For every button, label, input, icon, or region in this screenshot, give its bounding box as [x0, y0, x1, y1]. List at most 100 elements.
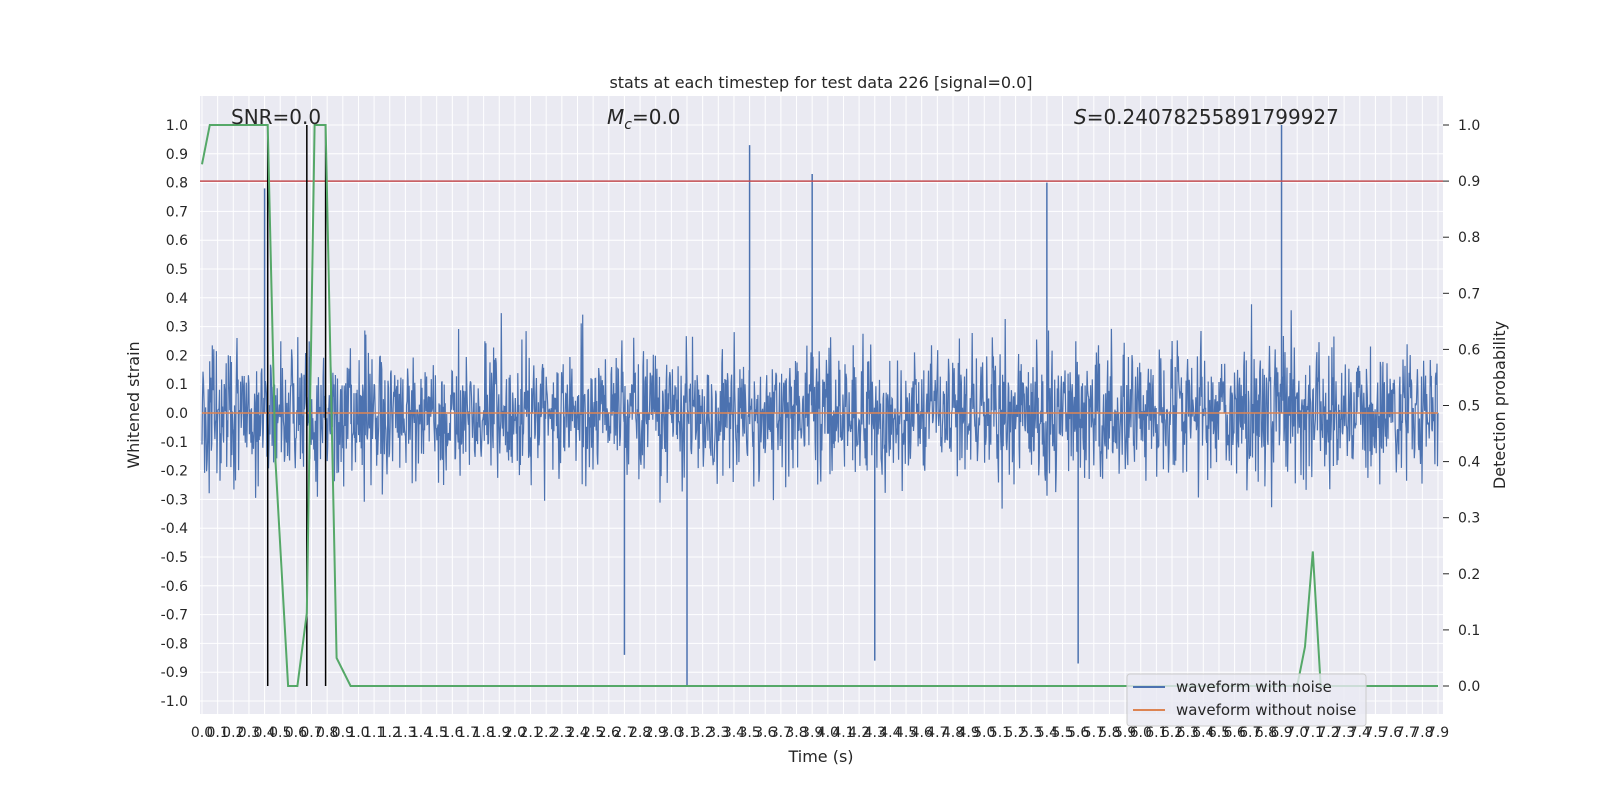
x-tick-label: 1.4 — [410, 725, 432, 741]
mc-value: =0.0 — [632, 105, 681, 129]
x-tick-label: 3.2 — [692, 725, 714, 741]
x-tick-label: 3.7 — [770, 725, 792, 741]
x-tick-label: 5.4 — [1036, 725, 1058, 741]
x-tick-label: 6.1 — [1145, 725, 1167, 741]
x-tick-label: 6.8 — [1255, 725, 1277, 741]
y-tick-label-left: -0.7 — [161, 608, 188, 624]
x-tick-label: 1.5 — [426, 725, 448, 741]
x-tick-label: 4.3 — [864, 725, 886, 741]
mc-symbol: M — [607, 105, 624, 129]
legend-box — [1126, 673, 1367, 727]
x-tick-label: 1.0 — [347, 725, 369, 741]
x-tick-label: 1.7 — [457, 725, 479, 741]
x-tick-label: 7.8 — [1411, 725, 1433, 741]
x-tick-label: 4.1 — [832, 725, 854, 741]
y-tick-label-left: 0.6 — [166, 233, 188, 249]
x-tick-label: 4.6 — [911, 725, 933, 741]
x-tick-label: 1.6 — [441, 725, 463, 741]
y-tick-label-right: 0.6 — [1458, 342, 1480, 358]
y-tick-label-left: 0.1 — [166, 377, 188, 393]
x-tick-label: 0.4 — [253, 725, 275, 741]
x-tick-label: 5.7 — [1083, 725, 1105, 741]
x-tick-label: 7.5 — [1364, 725, 1386, 741]
y-tick-label-right: 0.5 — [1458, 399, 1480, 415]
snr-annotation: SNR=0.0 — [231, 105, 321, 129]
x-tick-label: 0.9 — [332, 725, 354, 741]
y-tick-label-left: 0.8 — [166, 176, 188, 192]
y-tick-label-left: -0.3 — [161, 492, 188, 508]
y-tick-label-left: 0.4 — [166, 291, 188, 307]
x-tick-label: 6.2 — [1161, 725, 1183, 741]
y-tick-label-right: 0.3 — [1458, 511, 1480, 527]
x-tick-label: 3.6 — [754, 725, 776, 741]
y-tick-label-left: -0.5 — [161, 550, 188, 566]
y-tick-label-right: 0.4 — [1458, 455, 1480, 471]
x-tick-label: 0.5 — [269, 725, 291, 741]
x-tick-label: 1.1 — [363, 725, 385, 741]
x-tick-label: 4.0 — [817, 725, 839, 741]
x-tick-label: 1.9 — [488, 725, 510, 741]
legend: waveform with noise waveform without noi… — [1126, 673, 1367, 727]
x-tick-label: 2.3 — [551, 725, 573, 741]
mc-annotation: Mc=0.0 — [607, 105, 681, 133]
x-tick-label: 7.3 — [1333, 725, 1355, 741]
y-tick-label-left: 0.9 — [166, 147, 188, 163]
x-tick-label: 5.8 — [1098, 725, 1120, 741]
x-tick-label: 5.1 — [989, 725, 1011, 741]
x-tick-label: 5.6 — [1067, 725, 1089, 741]
x-tick-label: 3.0 — [660, 725, 682, 741]
x-tick-label: 0.1 — [207, 725, 229, 741]
y-tick-label-left: -0.4 — [161, 521, 188, 537]
x-tick-label: 0.2 — [222, 725, 244, 741]
x-tick-label: 2.7 — [613, 725, 635, 741]
x-tick-label: 7.6 — [1380, 725, 1402, 741]
x-tick-label: 3.3 — [707, 725, 729, 741]
x-tick-label: 6.4 — [1192, 725, 1214, 741]
x-tick-label: 1.3 — [394, 725, 416, 741]
y-tick-label-left: -1.0 — [161, 694, 188, 710]
x-tick-label: 3.5 — [738, 725, 760, 741]
x-tick-label: 0.0 — [191, 725, 213, 741]
x-tick-label: 4.8 — [942, 725, 964, 741]
x-tick-label: 6.9 — [1270, 725, 1292, 741]
y-tick-label-left: -0.2 — [161, 464, 188, 480]
chart-title: stats at each timestep for test data 226… — [609, 73, 1032, 92]
x-tick-label: 7.9 — [1427, 725, 1449, 741]
x-tick-label: 2.0 — [504, 725, 526, 741]
x-tick-label: 3.1 — [676, 725, 698, 741]
x-axis-label: Time (s) — [787, 747, 853, 766]
x-tick-label: 7.0 — [1286, 725, 1308, 741]
y-tick-label-right: 0.0 — [1458, 679, 1480, 695]
x-tick-label: 7.2 — [1317, 725, 1339, 741]
legend-label-clean: waveform without noise — [1176, 701, 1356, 719]
y-ticks-right: 1.0 0.9 0.8 0.7 0.6 0.5 0.4 0.3 0.2 0.1 0.0 — [1443, 118, 1480, 695]
x-tick-label: 2.6 — [598, 725, 620, 741]
probability-trace — [201, 124, 1438, 687]
x-tick-label: 5.3 — [1020, 725, 1042, 741]
x-tick-label: 7.7 — [1396, 725, 1418, 741]
x-tick-label: 2.8 — [629, 725, 651, 741]
x-tick-label: 2.5 — [582, 725, 604, 741]
x-tick-label: 3.9 — [801, 725, 823, 741]
x-tick-label: 7.1 — [1302, 725, 1324, 741]
y-tick-label-left: 1.0 — [166, 118, 188, 134]
x-tick-label: 2.9 — [645, 725, 667, 741]
x-ticks: 0.00.10.20.30.40.50.60.70.80.91.01.11.21… — [191, 725, 1449, 741]
y-tick-label-left: -0.6 — [161, 579, 188, 595]
x-tick-label: 6.7 — [1239, 725, 1261, 741]
x-tick-label: 1.2 — [379, 725, 401, 741]
y-tick-label-left: 0.0 — [166, 406, 188, 422]
x-tick-label: 3.8 — [785, 725, 807, 741]
x-tick-label: 7.4 — [1349, 725, 1371, 741]
y-tick-label-left: -0.1 — [161, 435, 188, 451]
x-tick-label: 0.3 — [238, 725, 260, 741]
y-tick-label-right: 0.1 — [1458, 623, 1480, 639]
x-tick-label: 1.8 — [472, 725, 494, 741]
s-symbol: S — [1074, 105, 1087, 129]
series-detection-probability — [201, 124, 1438, 687]
y-tick-label-right: 0.7 — [1458, 286, 1480, 302]
x-tick-label: 2.1 — [519, 725, 541, 741]
y-axis-label-right: Detection probability — [1490, 321, 1509, 489]
